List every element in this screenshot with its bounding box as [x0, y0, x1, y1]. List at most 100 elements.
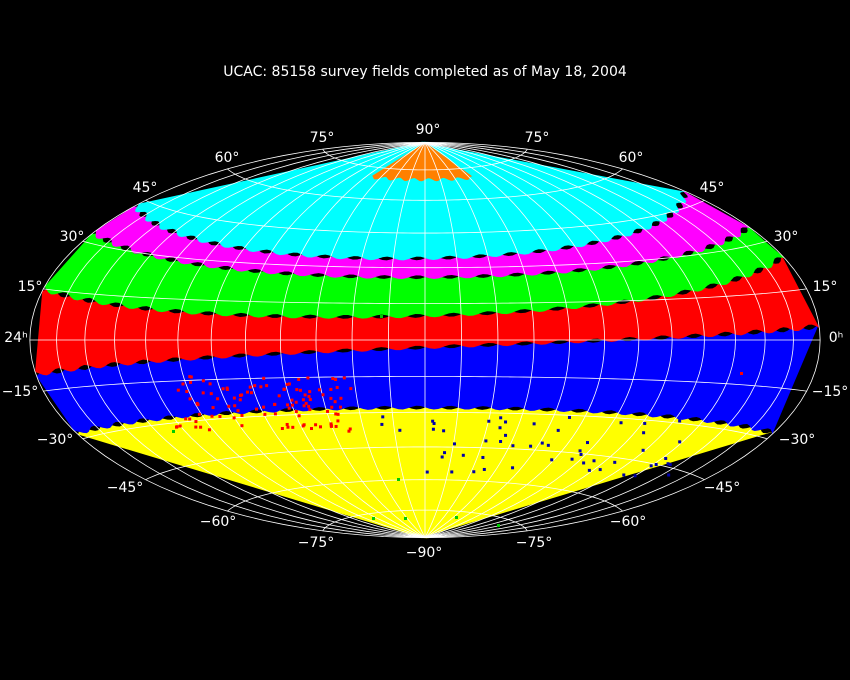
field-dot — [321, 393, 325, 397]
field-dot — [262, 376, 266, 380]
dec-label: 30° — [60, 229, 85, 245]
meridian — [424, 142, 606, 538]
meridian — [114, 142, 426, 538]
field-dot — [633, 474, 637, 478]
field-dot — [550, 458, 554, 462]
field-dot — [461, 453, 465, 457]
field-dot — [188, 397, 192, 401]
field-dot — [314, 423, 318, 427]
field-dot — [348, 427, 352, 431]
field-dot — [504, 420, 508, 424]
field-dot — [188, 375, 192, 379]
field-dot — [197, 412, 201, 416]
field-dot — [529, 444, 533, 448]
field-dot — [273, 412, 277, 416]
field-dot — [194, 425, 198, 429]
field-dot — [294, 409, 298, 413]
field-dot — [308, 390, 312, 394]
dec-label: −30° — [37, 432, 74, 448]
field-dot — [216, 397, 220, 401]
meridian — [29, 142, 426, 538]
field-dot — [347, 429, 351, 433]
field-dot — [678, 440, 682, 444]
field-dot — [450, 470, 454, 474]
field-dot — [532, 422, 536, 426]
field-dot — [297, 377, 301, 381]
field-dot — [263, 412, 267, 416]
field-dot — [210, 414, 214, 418]
field-dot — [331, 377, 335, 381]
field-dot — [265, 384, 269, 388]
field-dot — [425, 470, 429, 474]
field-dots — [172, 315, 743, 527]
meridian — [424, 142, 571, 538]
field-dot — [287, 382, 291, 386]
dec-label: −45° — [107, 480, 144, 496]
field-dot — [189, 380, 193, 384]
field-dot — [207, 428, 211, 432]
field-dot — [587, 468, 591, 472]
field-dot — [209, 392, 213, 396]
field-dot — [172, 430, 175, 433]
field-dot — [201, 379, 205, 383]
field-dot — [666, 462, 670, 466]
field-dot — [579, 452, 583, 456]
meridian — [424, 142, 462, 538]
field-dot — [484, 439, 488, 443]
field-dot — [225, 387, 229, 391]
field-dot — [308, 408, 312, 412]
field-dot — [221, 387, 225, 391]
field-dot — [294, 400, 298, 404]
survey-band — [44, 225, 785, 319]
field-dot — [668, 463, 672, 467]
field-dot — [301, 398, 305, 402]
dec-label: 75° — [525, 130, 550, 146]
field-dot — [248, 385, 252, 389]
field-dot — [339, 405, 343, 409]
field-dot — [306, 376, 310, 380]
meridian — [424, 142, 821, 538]
dec-label: −60° — [200, 514, 237, 530]
meridian — [177, 142, 426, 538]
field-dot — [654, 463, 658, 467]
field-dot — [397, 478, 400, 481]
field-dot — [286, 425, 290, 429]
dec-label: −90° — [406, 545, 443, 561]
field-dot — [285, 382, 289, 386]
field-dot — [201, 391, 205, 395]
meridian — [424, 142, 640, 538]
field-dot — [253, 384, 257, 388]
meridian — [315, 142, 426, 538]
ra-label: 24ʰ — [4, 330, 27, 346]
dec-label: −60° — [610, 514, 647, 530]
field-dot — [184, 417, 188, 421]
field-dot — [641, 448, 645, 452]
field-dot — [613, 460, 617, 464]
field-dot — [498, 426, 502, 430]
field-dot — [649, 464, 653, 468]
field-dot — [643, 421, 647, 425]
field-dot — [254, 407, 258, 411]
field-dot — [178, 424, 182, 428]
meridian — [145, 142, 426, 538]
field-dot — [307, 394, 311, 398]
field-dot — [329, 396, 333, 400]
dec-label: 15° — [813, 279, 838, 295]
field-dot — [285, 422, 289, 426]
field-dot — [238, 398, 242, 402]
field-dot — [452, 442, 456, 446]
field-dot — [585, 441, 589, 445]
meridian — [424, 142, 499, 538]
field-dot — [240, 413, 244, 417]
meridian — [424, 142, 736, 538]
field-dot — [334, 412, 338, 416]
meridian — [388, 142, 426, 538]
field-dot — [511, 466, 515, 470]
field-dot — [667, 473, 671, 477]
field-dot — [499, 439, 503, 443]
field-dot — [295, 388, 299, 392]
field-dot — [188, 417, 192, 421]
ra-label: 0ʰ — [829, 330, 844, 346]
field-dot — [245, 390, 249, 394]
field-dot — [297, 414, 301, 418]
